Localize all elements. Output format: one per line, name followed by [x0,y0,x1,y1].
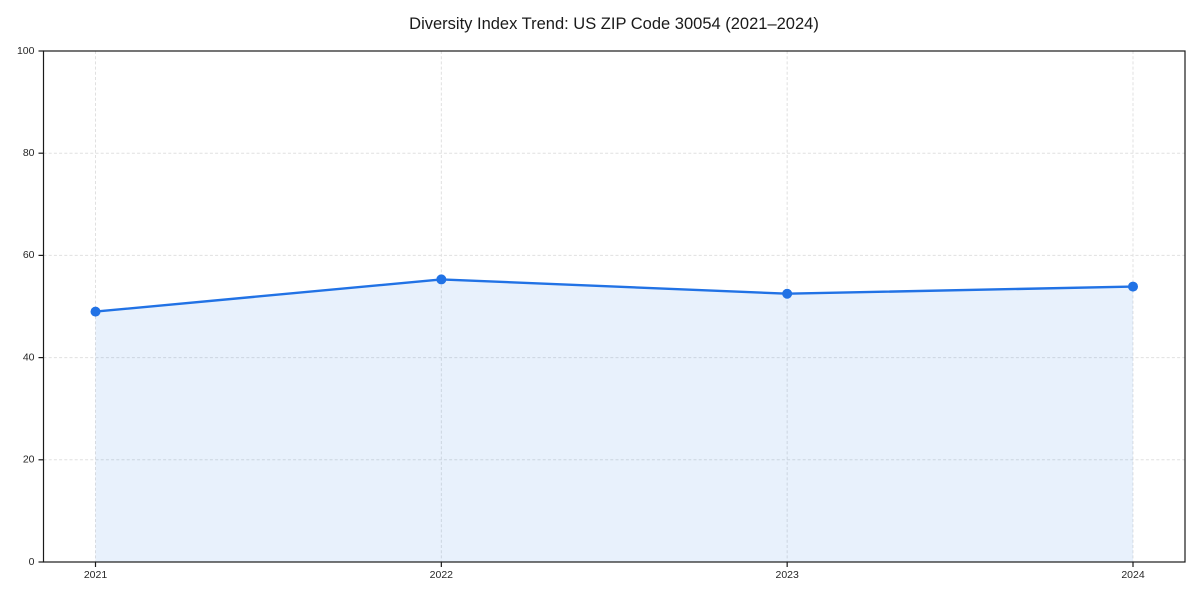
x-tick-label: 2024 [1121,569,1145,581]
y-tick-label: 100 [17,45,35,57]
y-tick-label: 40 [23,351,35,363]
y-tick-label: 60 [23,249,35,261]
data-point-marker [90,306,101,317]
data-point-marker [436,274,447,285]
chart-title: Diversity Index Trend: US ZIP Code 30054… [409,15,819,33]
y-tick-label: 0 [29,556,35,568]
x-tick-label: 2023 [775,569,799,581]
x-tick-label: 2021 [84,569,108,581]
x-tick-label: 2022 [430,569,454,581]
trend-line [94,278,1135,313]
data-point-marker [782,288,793,299]
plot-border [42,50,1186,563]
y-tick-label: 80 [23,147,35,159]
area-fill [95,279,1133,562]
y-tick-label: 20 [23,454,35,466]
data-point-marker [1128,281,1138,292]
